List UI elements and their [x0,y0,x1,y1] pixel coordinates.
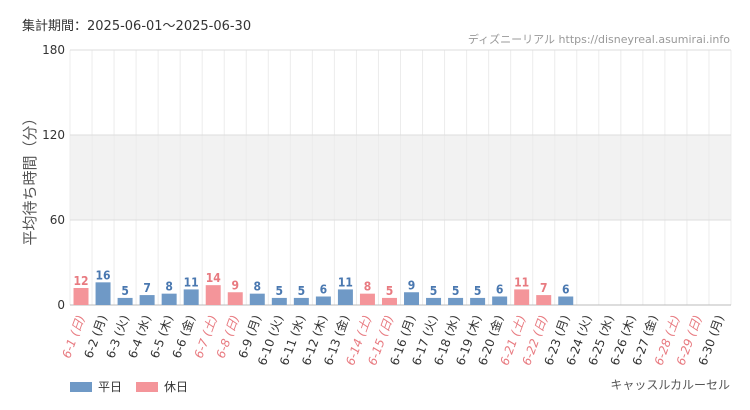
bar [161,293,177,305]
bar [227,292,243,305]
legend-label-holiday: 休日 [164,380,189,394]
legend: 平日 休日 [70,378,202,395]
bar [536,295,552,305]
bar [426,297,442,305]
bar-value-label: 5 [430,284,438,298]
bar-value-label: 5 [121,284,129,298]
period-label: 集計期間：2025-06-01～2025-06-30 [22,19,252,34]
bar-value-label: 8 [165,280,173,294]
bar-value-label: 11 [184,275,199,289]
y-tick-label: 120 [42,128,65,142]
bar-value-label: 7 [540,281,548,295]
bar [95,282,111,305]
legend-item-weekday: 平日 [70,378,122,395]
bar [205,285,221,305]
bar-value-label: 6 [496,283,504,297]
bar [558,296,574,305]
y-tick-label: 180 [42,43,65,57]
bar [293,297,309,305]
bar-value-label: 8 [364,280,372,294]
y-tick-label: 60 [50,213,65,227]
bar [381,297,397,305]
bar-value-label: 5 [452,284,460,298]
y-tick-label: 0 [57,298,65,312]
bar-value-label: 6 [562,283,570,297]
bar-value-label: 5 [276,284,284,298]
bar-value-label: 7 [143,281,151,295]
bar-value-label: 6 [320,283,328,297]
legend-item-holiday: 休日 [136,378,188,395]
source-credit: ディズニーリアル https://disneyreal.asumirai.inf… [467,33,730,46]
bar-value-label: 14 [206,271,222,285]
bar [470,297,486,305]
legend-label-weekday: 平日 [98,380,123,394]
bar-value-label: 9 [408,278,416,292]
bar-value-label: 5 [386,284,394,298]
legend-swatch-weekday [70,381,92,392]
bar [492,296,508,305]
bar [359,293,375,305]
bar [139,295,155,305]
bar-value-label: 9 [231,278,239,292]
bar [249,293,265,305]
bar [337,289,353,305]
bar-value-label: 5 [298,284,306,298]
bar [448,297,464,305]
bar-value-label: 11 [514,275,529,289]
bar-value-label: 8 [254,280,262,294]
bar [73,288,89,305]
bar-value-label: 16 [96,268,111,282]
bar-value-label: 12 [74,274,89,288]
bar-value-label: 5 [474,284,482,298]
bar [315,296,331,305]
bar-value-label: 11 [338,275,353,289]
bar [404,292,420,305]
bar [271,297,287,305]
bar [514,289,530,305]
legend-swatch-holiday [136,381,159,392]
y-axis-label: 平均待ち時間（分） [21,110,39,245]
attraction-name: キャッスルカルーセル [610,378,730,392]
bar [117,297,133,305]
bar [183,289,199,305]
